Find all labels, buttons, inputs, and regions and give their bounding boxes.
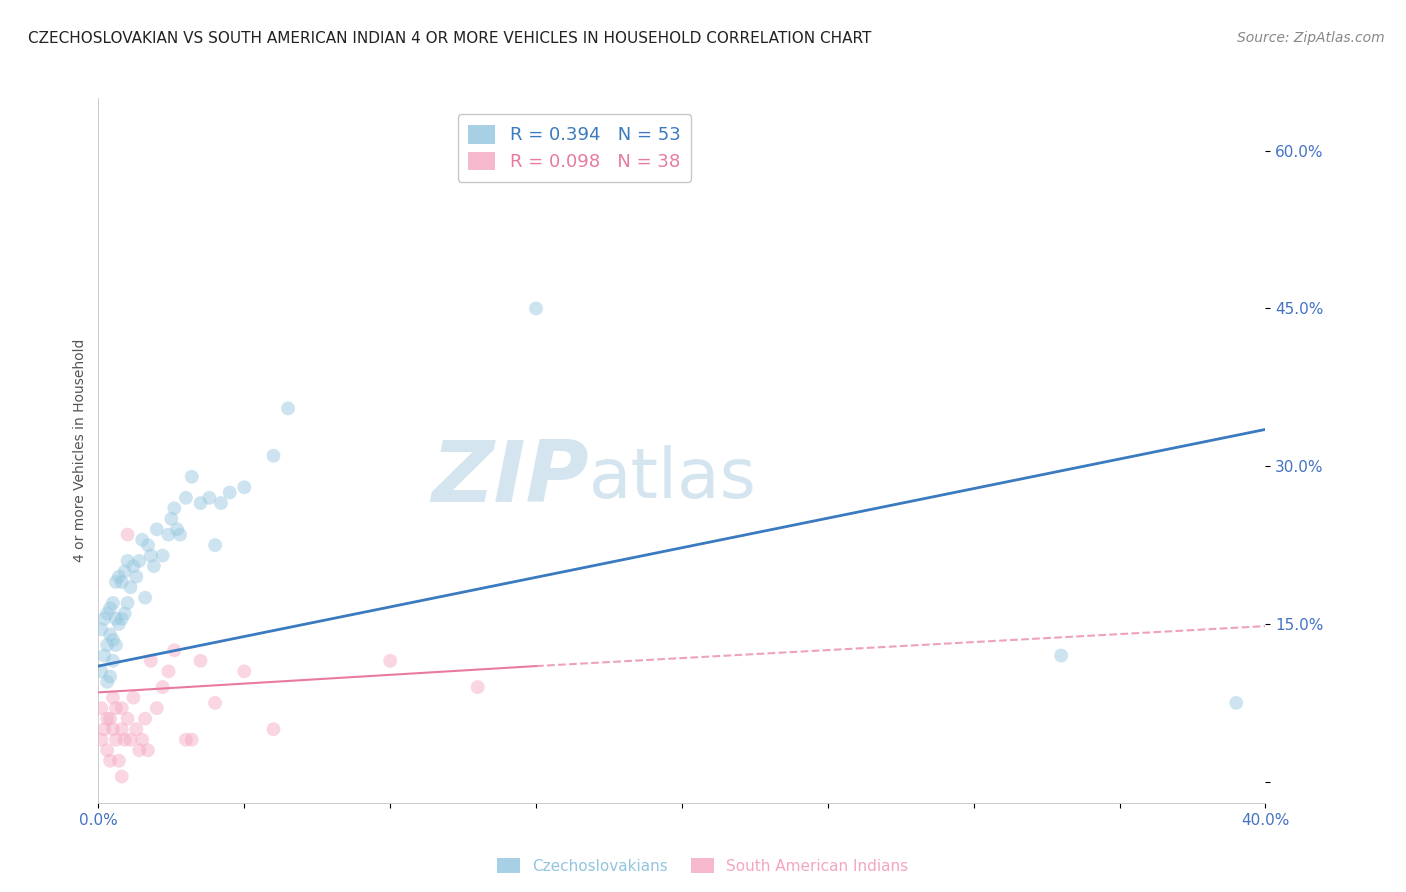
Point xyxy=(163,501,186,516)
Point xyxy=(163,643,186,657)
Point xyxy=(90,665,112,679)
Text: atlas: atlas xyxy=(589,445,756,512)
Point xyxy=(262,722,284,736)
Point xyxy=(198,491,221,505)
Point xyxy=(93,722,115,736)
Point xyxy=(131,732,153,747)
Point xyxy=(152,549,174,563)
Point xyxy=(104,612,127,626)
Point xyxy=(104,574,127,589)
Point xyxy=(1050,648,1073,663)
Point xyxy=(204,538,226,552)
Point xyxy=(98,601,121,615)
Point xyxy=(96,638,118,652)
Point xyxy=(134,591,156,605)
Point xyxy=(96,712,118,726)
Point xyxy=(101,654,124,668)
Point xyxy=(114,732,136,747)
Legend: R = 0.394   N = 53, R = 0.098   N = 38: R = 0.394 N = 53, R = 0.098 N = 38 xyxy=(457,114,692,182)
Point xyxy=(204,696,226,710)
Point xyxy=(139,549,162,563)
Point xyxy=(108,617,131,632)
Point xyxy=(180,469,202,483)
Point xyxy=(114,607,136,621)
Point xyxy=(111,701,134,715)
Point xyxy=(98,712,121,726)
Point xyxy=(146,522,169,536)
Point xyxy=(233,665,256,679)
Point xyxy=(1225,696,1247,710)
Point xyxy=(101,722,124,736)
Point xyxy=(218,485,240,500)
Point xyxy=(101,632,124,647)
Point xyxy=(128,554,150,568)
Point xyxy=(117,596,139,610)
Point xyxy=(104,701,127,715)
Point xyxy=(180,732,202,747)
Point xyxy=(108,569,131,583)
Point xyxy=(174,732,197,747)
Point xyxy=(114,565,136,579)
Text: ZIP: ZIP xyxy=(430,437,589,520)
Point xyxy=(98,627,121,641)
Point xyxy=(90,732,112,747)
Point xyxy=(122,559,145,574)
Point xyxy=(120,580,142,594)
Point xyxy=(190,496,212,510)
Text: CZECHOSLOVAKIAN VS SOUTH AMERICAN INDIAN 4 OR MORE VEHICLES IN HOUSEHOLD CORRELA: CZECHOSLOVAKIAN VS SOUTH AMERICAN INDIAN… xyxy=(28,31,872,46)
Point xyxy=(152,680,174,694)
Point xyxy=(104,732,127,747)
Point xyxy=(108,754,131,768)
Point xyxy=(111,574,134,589)
Point xyxy=(134,712,156,726)
Point xyxy=(96,607,118,621)
Point xyxy=(98,754,121,768)
Point xyxy=(380,654,402,668)
Point xyxy=(136,538,159,552)
Point xyxy=(157,665,180,679)
Point xyxy=(146,701,169,715)
Point xyxy=(101,596,124,610)
Legend: Czechoslovakians, South American Indians: Czechoslovakians, South American Indians xyxy=(491,852,915,880)
Point xyxy=(111,612,134,626)
Point xyxy=(209,496,232,510)
Point xyxy=(101,690,124,705)
Point xyxy=(467,680,489,694)
Point xyxy=(98,670,121,684)
Point xyxy=(120,732,142,747)
Point xyxy=(90,622,112,636)
Point xyxy=(157,527,180,541)
Point xyxy=(524,301,547,316)
Point xyxy=(125,722,148,736)
Point xyxy=(117,527,139,541)
Point xyxy=(117,712,139,726)
Point xyxy=(125,569,148,583)
Point xyxy=(96,674,118,689)
Point xyxy=(128,743,150,757)
Point xyxy=(93,648,115,663)
Point xyxy=(160,512,183,526)
Point xyxy=(122,690,145,705)
Point xyxy=(96,743,118,757)
Point xyxy=(117,554,139,568)
Point xyxy=(166,522,188,536)
Point xyxy=(136,743,159,757)
Point xyxy=(233,480,256,494)
Point xyxy=(131,533,153,547)
Point xyxy=(174,491,197,505)
Point xyxy=(111,770,134,784)
Point xyxy=(104,638,127,652)
Point xyxy=(93,612,115,626)
Y-axis label: 4 or more Vehicles in Household: 4 or more Vehicles in Household xyxy=(73,339,87,562)
Point xyxy=(277,401,299,416)
Text: Source: ZipAtlas.com: Source: ZipAtlas.com xyxy=(1237,31,1385,45)
Point xyxy=(90,701,112,715)
Point xyxy=(169,527,191,541)
Point xyxy=(262,449,284,463)
Point xyxy=(190,654,212,668)
Point xyxy=(139,654,162,668)
Point xyxy=(142,559,165,574)
Point xyxy=(111,722,134,736)
